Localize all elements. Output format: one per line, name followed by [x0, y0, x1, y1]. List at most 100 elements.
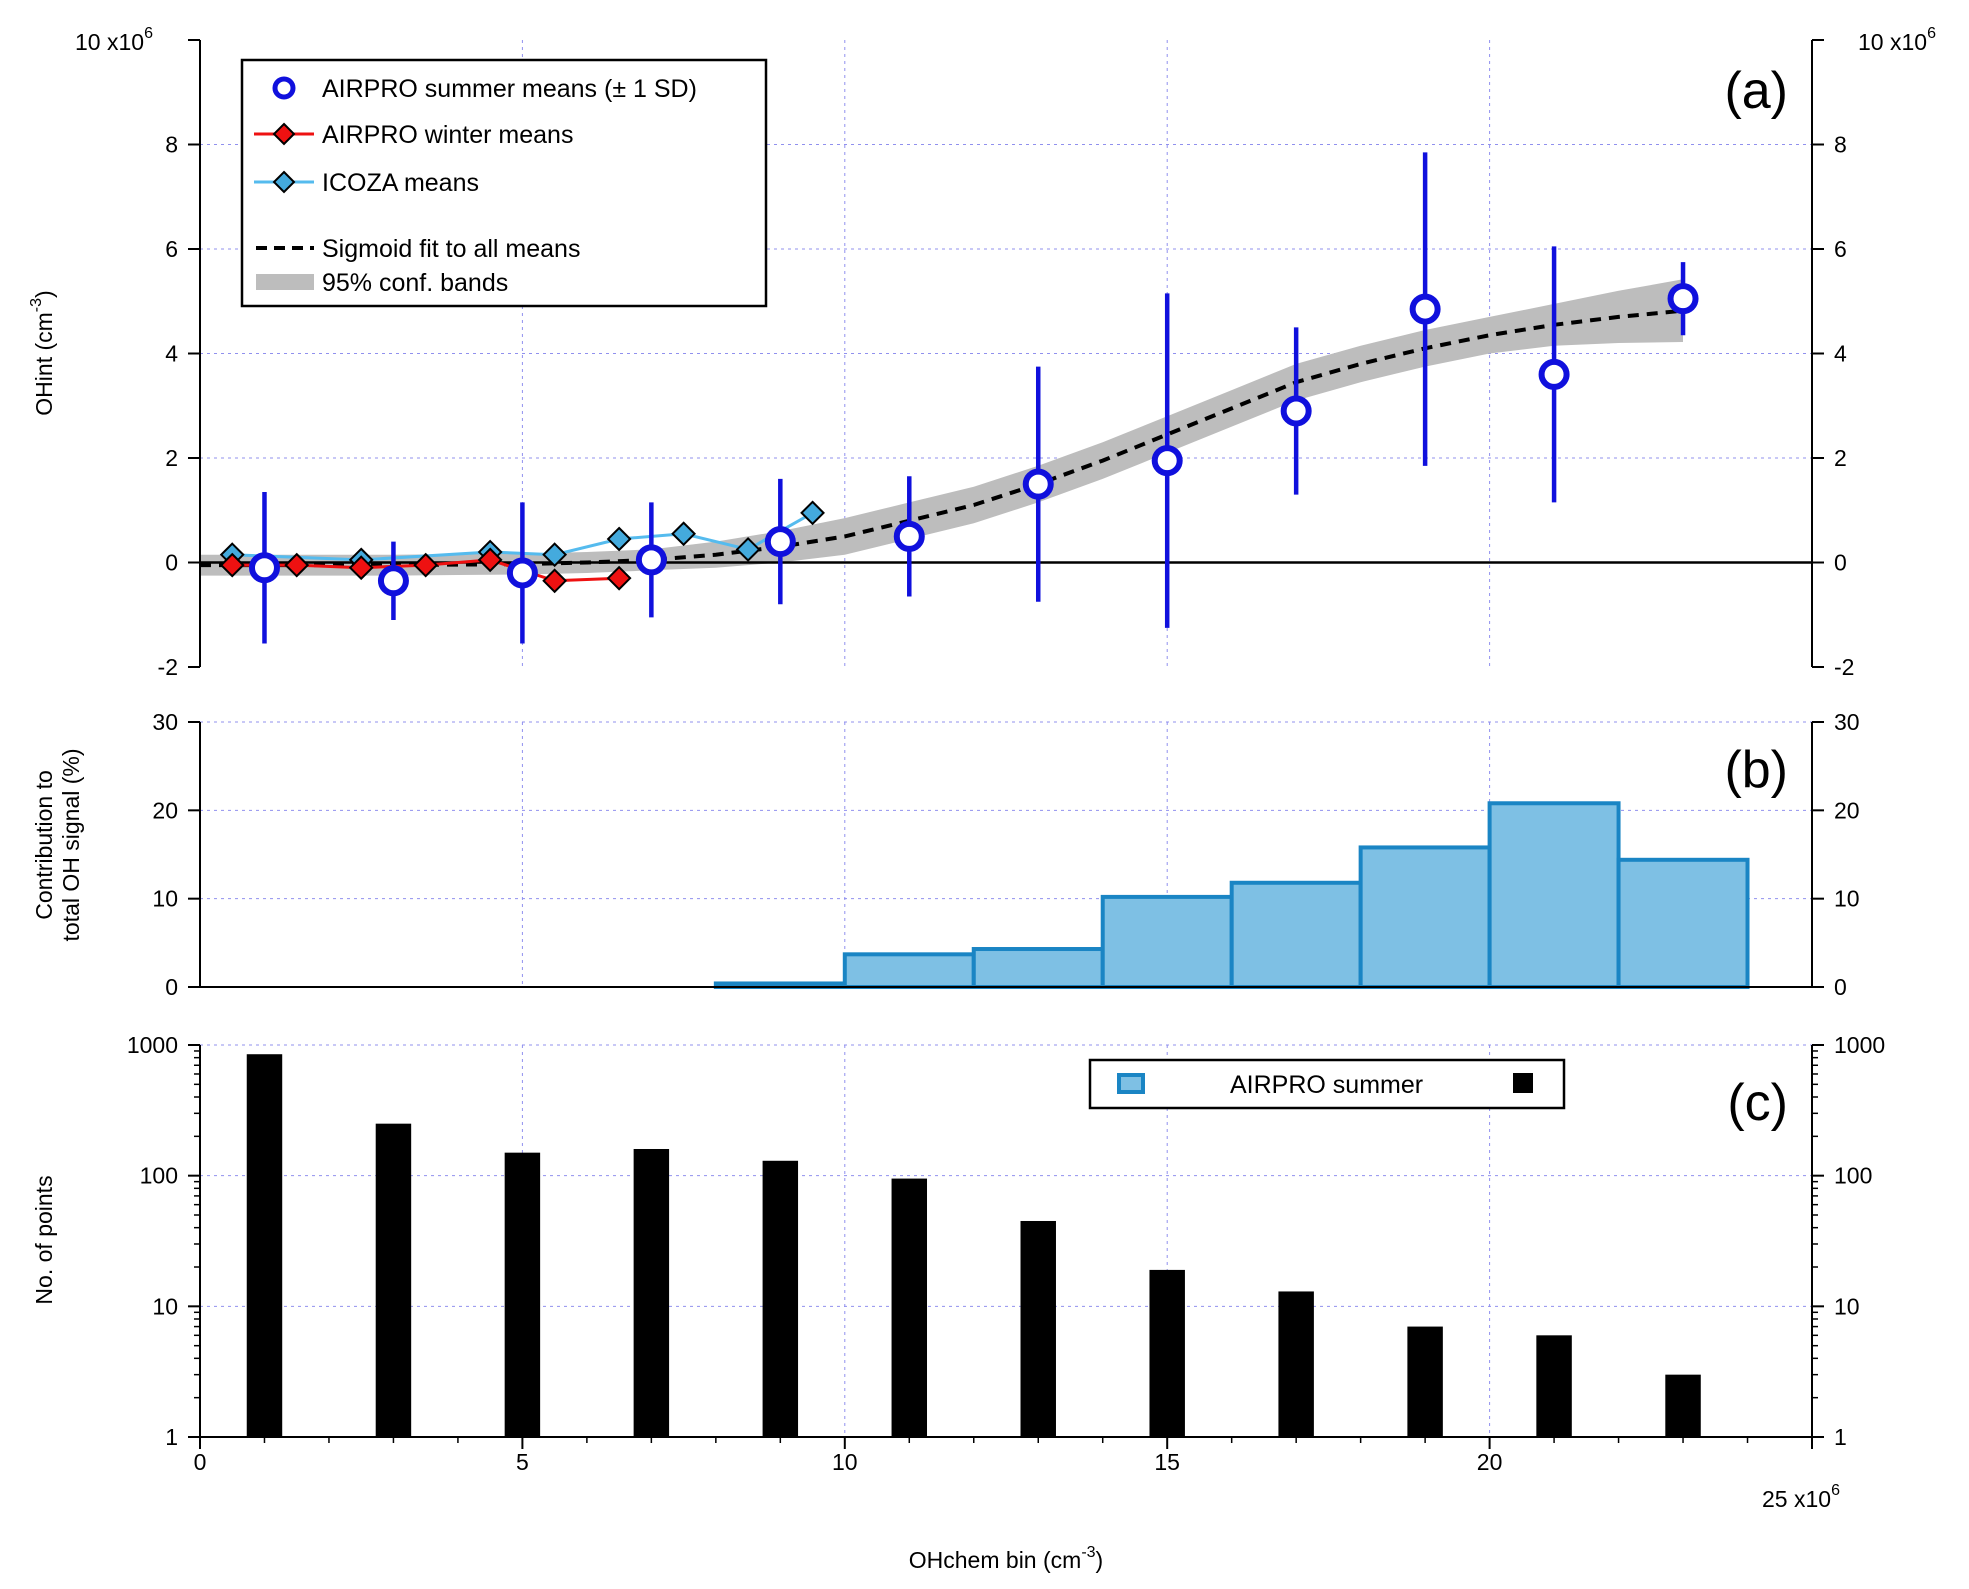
winter-point	[477, 547, 503, 573]
panel-a: -2 -2 0 0 2 2 4 4 6 6 8 8 OHint (cm-3) 10 x106 10 x…	[28, 25, 1936, 680]
panel-b-ytick-label-left: 30	[152, 709, 178, 735]
panel-a-ytick-label-left: 2	[165, 445, 178, 471]
panel-a-ytick-label-left: -2	[158, 654, 178, 680]
summer-point	[1409, 293, 1441, 325]
x-tick-label: 10	[832, 1449, 858, 1475]
panel-c-ytick-label-right: 100	[1834, 1163, 1872, 1189]
legend-summer-label: AIRPRO summer means (± 1 SD)	[322, 75, 697, 103]
panel-b-ytick-label-left: 0	[165, 974, 178, 1000]
legend-band-label: 95% conf. bands	[322, 269, 508, 297]
icoza-point	[542, 542, 568, 568]
panel-c-ytick-label-left: 10	[152, 1293, 178, 1319]
x-tick-label: 5	[516, 1449, 529, 1475]
summer-point	[1667, 283, 1699, 315]
panel-b-histogram	[713, 801, 1750, 990]
count-bar	[1149, 1269, 1185, 1437]
x-tick-label: 20	[1477, 1449, 1503, 1475]
legend-summer-marker	[272, 76, 296, 100]
count-bar	[1278, 1291, 1314, 1437]
legend-c-label: AIRPRO summer	[1230, 1071, 1423, 1099]
confidence-band-area	[200, 279, 1683, 576]
panel-a-axes: -2 -2 0 0 2 2 4 4 6 6 8 8	[158, 39, 1854, 680]
summer-point	[377, 565, 409, 597]
panel-b-tag: (b)	[1724, 741, 1788, 799]
legend-box	[240, 58, 768, 308]
panel-a-ytick-label-left: 4	[165, 341, 178, 367]
summer-point	[635, 544, 667, 576]
count-bar	[891, 1178, 928, 1437]
summer-point	[506, 557, 538, 589]
histogram-bar	[842, 952, 976, 989]
panel-b-ytick-label-left: 10	[152, 886, 178, 912]
icoza-point	[800, 500, 825, 526]
legend-band-swatch	[256, 274, 314, 290]
panel-a-ytick-label-right: 4	[1834, 341, 1847, 367]
x-multiplier: 25 x106	[1762, 1482, 1840, 1512]
winter-point	[348, 555, 374, 581]
legend-winter-label: AIRPRO winter means	[322, 121, 573, 149]
icoza-line	[232, 511, 814, 562]
count-bar	[504, 1152, 541, 1437]
panel-c-legend: AIRPRO summer	[1088, 1058, 1566, 1110]
summer-point	[1151, 445, 1183, 477]
panel-c-tag: (c)	[1727, 1074, 1788, 1132]
legend-icoza-entry: ICOZA means	[254, 169, 479, 197]
legend-fit-label: Sigmoid fit to all means	[322, 235, 580, 263]
count-bar	[246, 1054, 283, 1437]
icoza-point	[671, 521, 697, 547]
panel-a-ytick-label-right: 6	[1834, 236, 1847, 262]
count-bar	[762, 1160, 799, 1437]
count-bar	[375, 1123, 412, 1437]
panel-b-ylabel-line1: Contribution to	[31, 770, 57, 920]
count-bar	[633, 1148, 670, 1437]
panel-c-ytick-label-left: 1	[165, 1424, 178, 1450]
winter-series	[219, 547, 632, 594]
legend-c-box	[1088, 1058, 1566, 1110]
legend-c-count-swatch	[1513, 1073, 1533, 1093]
panel-b: 0 0 10 10 20 20 30 30 Contribution to total OH …	[31, 709, 1860, 1000]
icoza-point	[735, 537, 761, 562]
panel-a-ytick-label-left: 8	[165, 132, 178, 158]
legend-fit-entry: Sigmoid fit to all means	[256, 235, 580, 263]
panel-b-axes: 0 0 10 10 20 20 30 30	[152, 709, 1859, 1000]
winter-point	[284, 552, 310, 578]
histogram-bar	[1358, 845, 1492, 990]
panel-a-ytick-label-right: -2	[1834, 654, 1854, 680]
summer-series	[248, 152, 1699, 644]
panel-c-axes: 1 1 10 10 100 100 1000 1000	[127, 1032, 1885, 1450]
panel-b-ytick-label-right: 30	[1834, 709, 1860, 735]
histogram-bar	[971, 947, 1105, 989]
summer-point	[1022, 468, 1054, 500]
panel-a-ytick-label-left: 6	[165, 236, 178, 262]
legend-icoza-marker	[272, 170, 296, 194]
histogram-bar	[1616, 857, 1750, 989]
panel-a-tag: (a)	[1724, 62, 1788, 120]
panel-a-legend: AIRPRO summer means (± 1 SD) AIRPRO wint…	[240, 58, 768, 308]
panel-b-ytick-label-left: 20	[152, 797, 178, 823]
winter-point	[542, 568, 568, 594]
panel-c-ytick-label-right: 10	[1834, 1293, 1860, 1319]
legend-c-hist-swatch	[1117, 1073, 1145, 1094]
x-tick-label: 0	[194, 1449, 207, 1475]
summer-point	[893, 520, 925, 552]
legend-icoza-label: ICOZA means	[322, 169, 479, 197]
panel-c-ytick-label-right: 1000	[1834, 1032, 1885, 1058]
panel-c-bars	[246, 1054, 1701, 1437]
panel-c-ytick-label-left: 1000	[127, 1032, 178, 1058]
histogram-bar	[1487, 801, 1621, 989]
legend-summer-entry: AIRPRO summer means (± 1 SD)	[272, 75, 697, 103]
legend-winter-marker	[272, 122, 296, 146]
panel-a-ytick-label-left: 0	[165, 550, 178, 576]
panel-b-ytick-label-right: 10	[1834, 886, 1860, 912]
count-bar	[1665, 1374, 1701, 1437]
summer-point	[248, 552, 280, 584]
summer-point	[1538, 358, 1570, 390]
panel-c-ytick-label-right: 1	[1834, 1424, 1847, 1450]
panel-a-ylabel: OHint (cm-3)	[28, 290, 57, 415]
panel-a-ytick-label-right: 8	[1834, 132, 1847, 158]
legend-winter-entry: AIRPRO winter means	[254, 121, 573, 149]
panel-c-ylabel: No. of points	[31, 1175, 57, 1304]
histogram-bar	[1100, 894, 1234, 990]
panel-b-ylabel-line2: total OH signal (%)	[58, 748, 84, 941]
count-bar	[1536, 1335, 1572, 1437]
